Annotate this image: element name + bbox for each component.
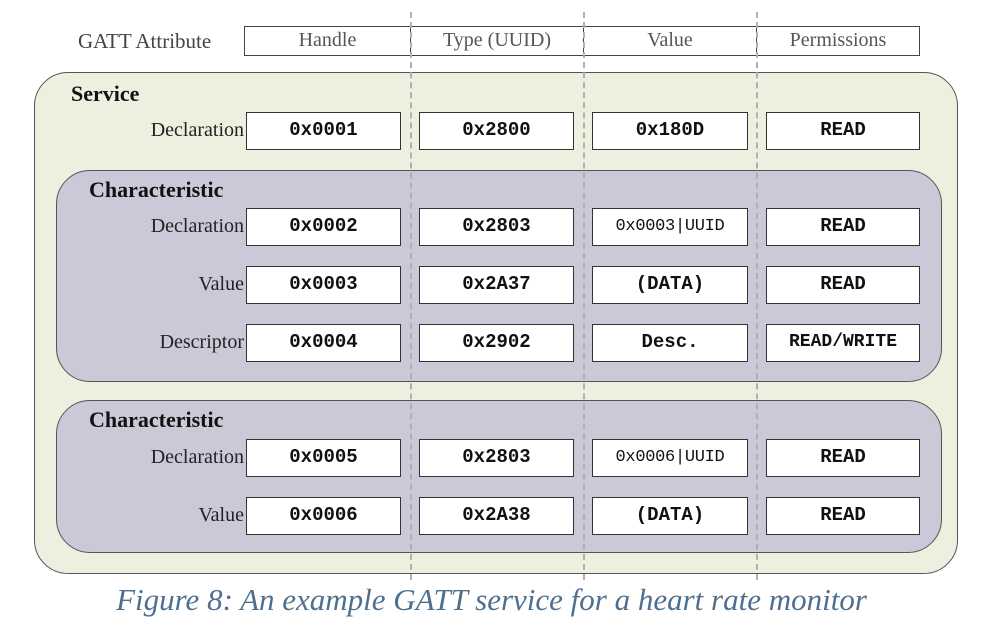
column-separator-2 (583, 12, 585, 580)
characteristic-2-value-permissions-cell: READ (766, 497, 920, 535)
characteristic-1-descriptor-permissions-cell: READ/WRITE (766, 324, 920, 362)
characteristic-1-value-handle-cell: 0x0003 (246, 266, 401, 304)
characteristic-1-value-type-cell: 0x2A37 (419, 266, 574, 304)
characteristic-1-title: Characteristic (89, 177, 224, 202)
characteristic-2-declaration-value-cell: 0x0006|UUID (592, 439, 748, 477)
characteristic-2-value-handle-cell: 0x0006 (246, 497, 401, 535)
characteristic-1-value-permissions-cell: READ (766, 266, 920, 304)
characteristic-2-declaration-type-cell: 0x2803 (419, 439, 574, 477)
characteristic-1-value-label: Value (198, 273, 244, 295)
characteristic-1-declaration-label: Declaration (150, 215, 244, 237)
characteristic-1-descriptor-value-cell: Desc. (592, 324, 748, 362)
characteristic-1-declaration-permissions-cell: READ (766, 208, 920, 246)
characteristic-2-title: Characteristic (89, 407, 224, 432)
service-declaration-permissions-cell: READ (766, 112, 920, 150)
gatt-attribute-header-label: GATT Attribute (78, 29, 212, 53)
handle-column-header: Handle (244, 26, 411, 56)
service-declaration-type-cell: 0x2800 (419, 112, 574, 150)
characteristic-1-declaration-value-cell: 0x0003|UUID (592, 208, 748, 246)
service-declaration-label: Declaration (150, 119, 244, 141)
characteristic-1-value-value-cell: (DATA) (592, 266, 748, 304)
service-title: Service (71, 81, 140, 106)
characteristic-2-declaration-handle-cell: 0x0005 (246, 439, 401, 477)
characteristic-2-declaration-permissions-cell: READ (766, 439, 920, 477)
characteristic-1-descriptor-type-cell: 0x2902 (419, 324, 574, 362)
characteristic-2-declaration-label: Declaration (150, 446, 244, 468)
service-declaration-handle-cell: 0x0001 (246, 112, 401, 150)
characteristic-1-descriptor-handle-cell: 0x0004 (246, 324, 401, 362)
permissions-column-header: Permissions (756, 26, 920, 56)
column-separator-1 (410, 12, 412, 580)
value-column-header: Value (583, 26, 757, 56)
characteristic-2-value-type-cell: 0x2A38 (419, 497, 574, 535)
type-uuid-column-header: Type (UUID) (410, 26, 584, 56)
figure-caption: Figure 8: An example GATT service for a … (116, 582, 867, 617)
service-declaration-value-cell: 0x180D (592, 112, 748, 150)
characteristic-1-declaration-type-cell: 0x2803 (419, 208, 574, 246)
characteristic-1-descriptor-label: Descriptor (159, 331, 244, 353)
characteristic-1-declaration-handle-cell: 0x0002 (246, 208, 401, 246)
characteristic-2-value-label: Value (198, 504, 244, 526)
column-separator-3 (756, 12, 758, 580)
characteristic-2-value-value-cell: (DATA) (592, 497, 748, 535)
